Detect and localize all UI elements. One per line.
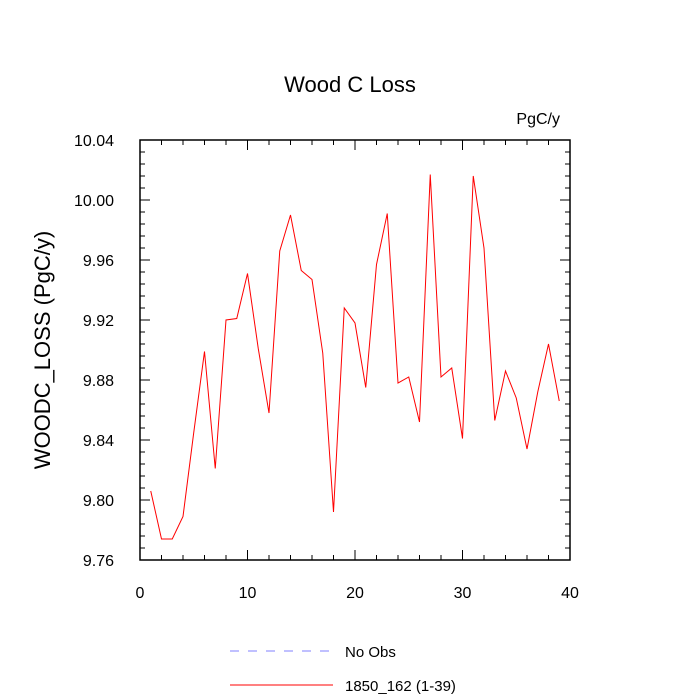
- y-tick-label: 9.80: [83, 493, 114, 510]
- y-tick-label: 9.88: [83, 373, 114, 390]
- x-tick-label: 30: [454, 585, 472, 602]
- series-layer: [150, 174, 560, 540]
- y-tick-label: 9.84: [83, 433, 114, 450]
- y-tick-label: 9.76: [83, 553, 114, 570]
- legend-label: No Obs: [345, 644, 396, 661]
- legend-label: 1850_162 (1-39): [345, 678, 456, 695]
- axis-ticks: 0 10 20 30 40 9.76 9.80 9.84 9.88 9.92 9.96 10.00 10…: [74, 133, 579, 602]
- x-tick-label: 20: [346, 585, 364, 602]
- y-tick-label: 10.00: [74, 193, 114, 210]
- x-tick-label: 40: [561, 585, 579, 602]
- x-tick-label: 10: [239, 585, 257, 602]
- units-label: PgC/y: [516, 111, 560, 128]
- plot-frame: [139, 139, 571, 561]
- legend: No Obs 1850_162 (1-39): [230, 644, 456, 695]
- chart-title: Wood C Loss: [284, 72, 416, 97]
- y-tick-label: 9.92: [83, 313, 114, 330]
- y-tick-label: 9.96: [83, 253, 114, 270]
- series-line: [150, 174, 560, 540]
- x-tick-label: 0: [136, 585, 145, 602]
- y-tick-label: 10.04: [74, 133, 114, 150]
- y-axis-label: WOODC_LOSS (PgC/y): [30, 231, 55, 469]
